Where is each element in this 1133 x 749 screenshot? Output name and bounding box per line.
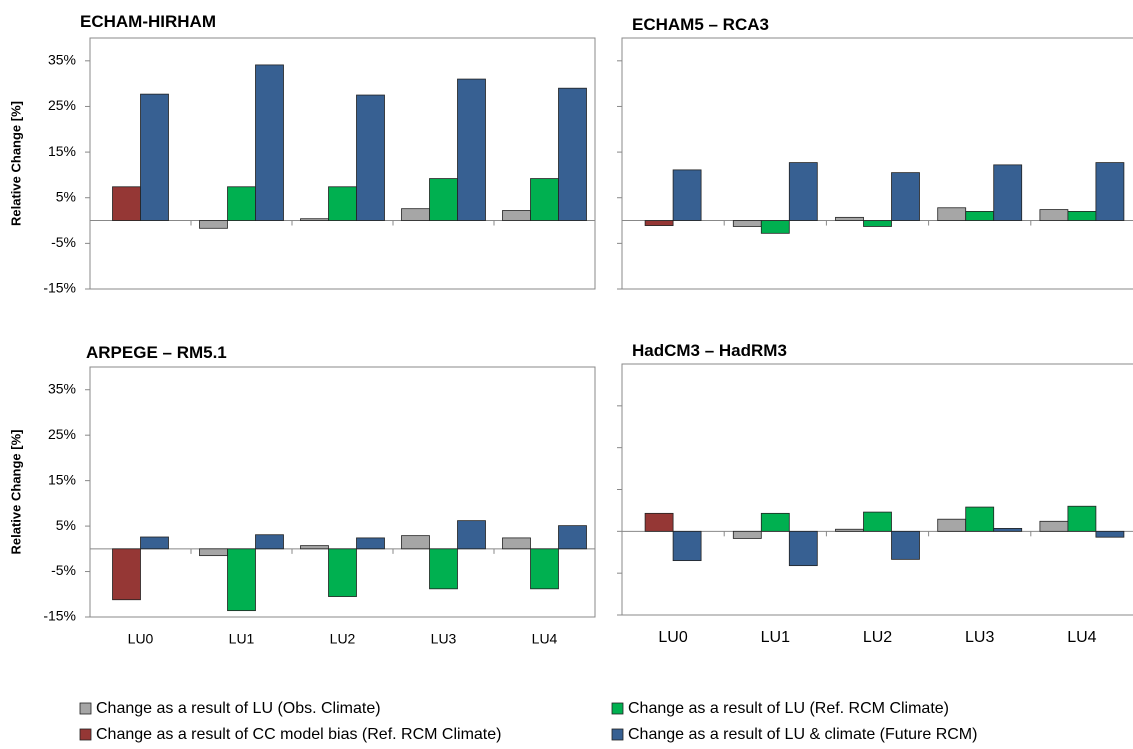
x-tick-label: LU1: [229, 631, 255, 647]
bar: [965, 506, 995, 532]
bar: [1095, 530, 1125, 538]
legend-label: Change as a result of LU (Ref. RCM Clima…: [628, 700, 949, 717]
bar: [760, 512, 790, 532]
panel-title: ECHAM5 – RCA3: [632, 15, 769, 34]
bar: [672, 169, 702, 221]
y-tick-label: 35%: [48, 52, 76, 68]
bar: [112, 186, 141, 221]
plot-frame: [621, 363, 1133, 616]
bar: [1039, 520, 1069, 532]
x-tick-label: LU0: [128, 631, 154, 647]
bar: [863, 220, 892, 227]
bar: [732, 220, 762, 227]
bar: [255, 534, 284, 550]
bar: [502, 537, 531, 550]
bar: [401, 208, 430, 221]
bar: [227, 186, 256, 221]
plot-frame: [621, 37, 1133, 290]
legend-label: Change as a result of LU & climate (Futu…: [628, 726, 977, 743]
y-axis-label: Relative Change [%]: [8, 430, 23, 555]
y-tick-label: 25%: [48, 426, 76, 442]
legend-label: Change as a result of CC model bias (Ref…: [96, 726, 501, 743]
x-tick-label: LU0: [658, 629, 687, 646]
x-tick-label: LU2: [863, 629, 892, 646]
y-axis-label: Relative Change [%]: [8, 101, 23, 226]
bar: [965, 211, 995, 221]
bar: [457, 78, 486, 221]
bar: [227, 548, 256, 612]
bar: [502, 210, 531, 221]
legend-swatch: [611, 728, 624, 741]
bar: [457, 520, 486, 550]
bar: [558, 87, 587, 221]
plot-frame: [89, 366, 596, 618]
bar: [788, 530, 818, 567]
bar: [530, 548, 559, 590]
y-tick-label: 15%: [48, 143, 76, 159]
bar: [328, 548, 357, 597]
x-tick-label: LU2: [330, 631, 356, 647]
legend-swatch: [79, 702, 92, 715]
bar: [401, 535, 430, 550]
bar: [863, 511, 892, 532]
bar: [835, 216, 864, 221]
legend-label: Change as a result of LU (Obs. Climate): [96, 700, 381, 717]
x-tick-label: LU3: [431, 631, 457, 647]
bar: [1095, 162, 1125, 221]
bar: [300, 218, 329, 221]
y-tick-label: -5%: [51, 562, 76, 578]
bar: [993, 528, 1023, 532]
bar: [255, 64, 284, 221]
bar: [1039, 209, 1069, 221]
bar: [891, 172, 920, 221]
y-tick-label: 35%: [48, 380, 76, 396]
bar: [140, 536, 169, 550]
panel-title: ECHAM-HIRHAM: [80, 12, 216, 31]
bar: [199, 548, 228, 557]
legend-swatch: [611, 702, 624, 715]
y-tick-label: -5%: [51, 234, 76, 250]
plot-frame: [89, 37, 596, 290]
y-tick-label: 5%: [56, 188, 76, 204]
bar: [937, 207, 967, 221]
x-tick-label: LU4: [1067, 629, 1096, 646]
bar: [429, 548, 458, 590]
bar: [760, 220, 790, 234]
bar: [140, 93, 169, 221]
bar: [1067, 505, 1097, 532]
bar: [1067, 211, 1097, 221]
bar: [732, 530, 762, 539]
bar: [199, 220, 228, 229]
x-tick-label: LU3: [965, 629, 994, 646]
x-tick-label: LU4: [532, 631, 558, 647]
panel-title: HadCM3 – HadRM3: [632, 341, 787, 360]
bar: [356, 537, 385, 550]
bar: [891, 530, 920, 560]
y-tick-label: 5%: [56, 517, 76, 533]
legend-swatch: [79, 728, 92, 741]
bar: [835, 528, 864, 532]
bar: [530, 178, 559, 221]
y-tick-label: 25%: [48, 97, 76, 113]
bar: [429, 178, 458, 221]
bar: [328, 186, 357, 221]
bar: [937, 518, 967, 532]
x-tick-label: LU1: [761, 629, 790, 646]
bar: [558, 525, 587, 550]
y-tick-label: 15%: [48, 471, 76, 487]
bar: [644, 512, 674, 532]
bar: [300, 545, 329, 550]
bar: [788, 162, 818, 221]
bar: [644, 220, 674, 226]
y-tick-label: -15%: [43, 280, 76, 296]
bar: [672, 530, 702, 562]
bar: [112, 548, 141, 601]
bar: [356, 94, 385, 221]
panel-title: ARPEGE – RM5.1: [86, 343, 227, 362]
bar: [993, 164, 1023, 221]
y-tick-label: -15%: [43, 608, 76, 624]
